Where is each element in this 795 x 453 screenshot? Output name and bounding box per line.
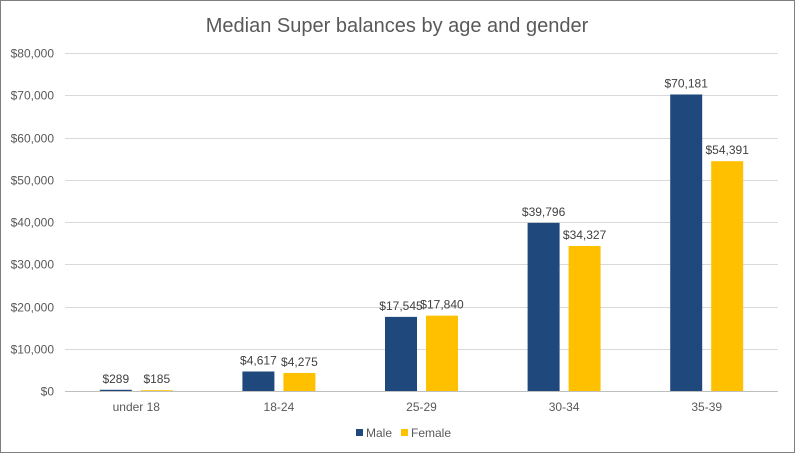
- data-label: $34,327: [563, 228, 607, 242]
- bar-male-4: [670, 94, 703, 391]
- bars: [99, 94, 744, 391]
- bar-female-4: [711, 161, 744, 391]
- y-tick-label: $80,000: [11, 47, 55, 61]
- data-label: $17,840: [420, 298, 464, 312]
- gridlines: [65, 53, 778, 392]
- bar-male-2: [385, 316, 417, 391]
- bar-female-2: [426, 315, 458, 391]
- legend-swatch-female: [401, 429, 408, 436]
- data-labels: $289 $185 $4,617 $4,275 $17,545$17,840 $39,79…: [102, 76, 749, 386]
- bar-male-3: [527, 222, 560, 391]
- data-label: $17,545: [379, 299, 423, 313]
- x-tick-label: 30-34: [549, 400, 580, 414]
- bar-male-0: [99, 389, 132, 391]
- x-tick-label: 18-24: [264, 400, 295, 414]
- data-label: $4,617: [240, 353, 277, 367]
- y-tick-label: $50,000: [11, 174, 55, 188]
- x-tick-label: 25-29: [406, 400, 437, 414]
- chart-title: Median Super balances by age and gender: [206, 15, 589, 37]
- bar-female-3: [568, 245, 601, 391]
- bar-male-1: [242, 371, 275, 391]
- data-label: $70,181: [665, 76, 709, 90]
- bar-female-0: [140, 390, 173, 391]
- y-tick-label: $30,000: [11, 258, 55, 272]
- y-tick-label: $10,000: [11, 343, 55, 357]
- y-tick-label: $20,000: [11, 301, 55, 315]
- legend: Male Female: [356, 426, 451, 440]
- x-tick-label: under 18: [113, 400, 161, 414]
- legend-swatch-male: [356, 429, 363, 436]
- x-axis-tick-labels: under 18 18-24 25-29 30-34 35-39: [113, 400, 723, 414]
- data-label: $39,796: [522, 205, 566, 219]
- x-tick-label: 35-39: [691, 400, 722, 414]
- bar-female-1: [283, 372, 316, 391]
- y-tick-label: $60,000: [11, 132, 55, 146]
- y-tick-label: $70,000: [11, 89, 55, 103]
- data-label: $185: [143, 372, 170, 386]
- y-axis-tick-labels: $0 $10,000 $20,000 $30,000 $40,000 $50,000 $60…: [11, 47, 55, 399]
- data-label: $4,275: [281, 355, 318, 369]
- legend-label: Male: [366, 426, 392, 440]
- legend-label: Female: [411, 426, 451, 440]
- y-tick-label: $0: [41, 385, 55, 399]
- data-label: $54,391: [706, 143, 750, 157]
- data-label: $289: [102, 372, 129, 386]
- y-tick-label: $40,000: [11, 216, 55, 230]
